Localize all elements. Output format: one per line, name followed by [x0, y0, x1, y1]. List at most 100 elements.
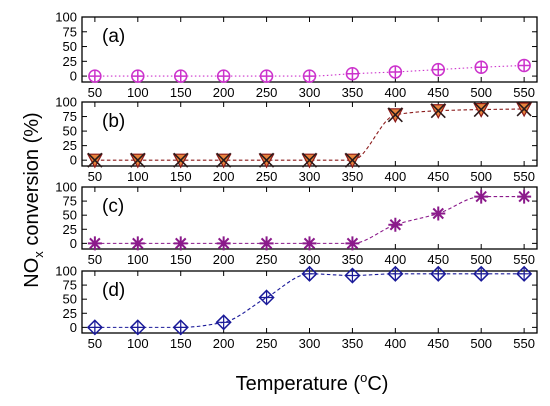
panel-a-ytick-label-50: 50 — [63, 39, 77, 54]
panel-c-ytick-label-25: 25 — [63, 222, 77, 237]
panel-a-point-50-cross — [88, 70, 101, 83]
panel-a-xtick-label-550: 550 — [513, 85, 535, 100]
panel-b-xtick-label-550: 550 — [513, 169, 535, 184]
panel-b-ytick-label-75: 75 — [63, 109, 77, 124]
panel-d-point-250 — [258, 289, 275, 306]
panel-c-point-150 — [173, 236, 188, 251]
panel-a-point-250 — [259, 69, 274, 83]
panel-d-xtick-label-500: 500 — [470, 336, 492, 351]
panel-b-ytick-label-25: 25 — [63, 138, 77, 153]
panel-b-point-100-x — [130, 152, 146, 168]
panel-d-point-300-cross — [302, 266, 317, 281]
panel-c-ytick-label-0: 0 — [70, 236, 77, 251]
panel-b-xtick-label-200: 200 — [213, 169, 235, 184]
panel-a-point-500-cross — [475, 61, 488, 74]
panel-d-point-50-diamond — [86, 319, 103, 336]
panel-c-point-550-rays — [517, 189, 532, 204]
panel-d-point-150-diamond — [172, 319, 189, 336]
panel-a-point-450-cross — [432, 63, 445, 76]
panel-b-point-150-x — [173, 152, 189, 168]
panel-c-point-350-rays — [345, 236, 360, 251]
x-axis-title-main: Temperature ( — [236, 373, 361, 395]
panel-c-ytick-label-100: 100 — [55, 180, 77, 195]
x-axis-title: Temperature (oC) — [236, 370, 389, 395]
y-axis-title-rest: conversion (%) — [21, 112, 43, 251]
panel-c-point-300-rays — [302, 236, 317, 251]
panel-a-xtick-label-500: 500 — [470, 85, 492, 100]
panel-c-xtick-label-550: 550 — [513, 252, 535, 267]
panel-d-point-100-cross — [130, 320, 145, 335]
panel-b-point-450 — [430, 103, 447, 119]
panel-d-point-350-cross — [345, 268, 360, 283]
panel-c-xtick-label-500: 500 — [470, 252, 492, 267]
panel-a-ytick-label-0: 0 — [70, 69, 77, 84]
panel-a-point-150-cross — [174, 70, 187, 83]
panel-b-point-200-x — [216, 152, 232, 168]
panel-a-point-300 — [302, 69, 317, 83]
panel-c-point-250-rays — [259, 236, 274, 251]
panel-b-point-100 — [129, 152, 146, 169]
panel-a-point-400 — [388, 65, 403, 79]
panel-b-ytick-label-0: 0 — [70, 153, 77, 168]
panel-a-point-550 — [517, 58, 531, 73]
panel-c-label: (c) — [102, 196, 124, 217]
panel-c-point-400-rays — [388, 217, 403, 232]
x-axis-title-rest: C) — [367, 373, 388, 395]
panel-a-xtick-label-200: 200 — [213, 85, 235, 100]
panel-a-xtick-label-300: 300 — [299, 85, 321, 100]
panel-a-label: (a) — [102, 26, 125, 47]
panel-b-xtick-label-500: 500 — [470, 169, 492, 184]
panel-b-xtick-label-350: 350 — [342, 169, 364, 184]
panel-b-point-500-x — [473, 101, 489, 118]
panel-b-point-550 — [516, 101, 533, 118]
panel-b-point-450-x — [430, 103, 446, 119]
panel-c-point-450 — [431, 206, 446, 221]
panel-a-ytick-label-100: 100 — [55, 10, 77, 25]
panel-a-ytick-label-75: 75 — [63, 24, 77, 39]
panel-d-point-450-cross — [431, 266, 446, 281]
panel-c-point-200 — [216, 236, 231, 251]
x-axis-title-superscript: o — [360, 370, 367, 385]
panel-d-point-250-diamond — [258, 289, 275, 306]
panel-b-point-50-x — [87, 152, 103, 168]
panel-a-point-500 — [474, 60, 488, 74]
panel-a-point-250-cross — [260, 70, 273, 83]
panel-a-ytick-label-25: 25 — [63, 54, 77, 69]
panel-d-ytick-label-50: 50 — [63, 292, 77, 307]
panel-c-point-200-rays — [216, 236, 231, 251]
panel-a-point-300-cross — [303, 70, 316, 83]
panel-d-xtick-label-100: 100 — [127, 336, 149, 351]
panel-c-point-50 — [87, 236, 102, 251]
panel-c-point-450-rays — [431, 206, 446, 221]
y-axis-title-subscript: x — [31, 251, 46, 258]
panel-b-point-400 — [387, 107, 404, 124]
panel-c-xtick-label-200: 200 — [213, 252, 235, 267]
panel-c-point-100-rays — [130, 236, 145, 251]
panel-a-point-200 — [216, 69, 231, 83]
panel-d-point-150-cross — [173, 320, 188, 335]
panel-a-xtick-label-400: 400 — [384, 85, 406, 100]
panel-d-point-450 — [430, 265, 447, 282]
panel-d-xtick-label-250: 250 — [256, 336, 278, 351]
panel-d-point-350 — [344, 267, 361, 284]
panel-d-point-150 — [172, 319, 189, 336]
panel-b-point-350-x — [344, 152, 360, 168]
panel-b-ytick-label-50: 50 — [63, 124, 77, 139]
panel-c-point-500 — [474, 189, 489, 204]
panel-d-point-550-cross — [517, 266, 532, 281]
panel-b-label: (b) — [102, 111, 125, 132]
panel-a-point-100-cross — [131, 70, 144, 83]
panel-b-xtick-label-250: 250 — [256, 169, 278, 184]
panel-c-series-line — [94, 196, 525, 244]
panel-d-point-400-cross — [388, 266, 403, 281]
panel-c-ytick-label-50: 50 — [63, 208, 77, 223]
panel-d-xtick-label-550: 550 — [513, 336, 535, 351]
panel-d-point-100-diamond — [129, 319, 146, 336]
panel-c-point-150-rays — [173, 236, 188, 251]
panel-d-xtick-label-350: 350 — [342, 336, 364, 351]
panel-b-point-400-x — [387, 107, 403, 123]
panel-d-point-50 — [86, 319, 103, 336]
panel-b-point-250 — [258, 152, 275, 169]
